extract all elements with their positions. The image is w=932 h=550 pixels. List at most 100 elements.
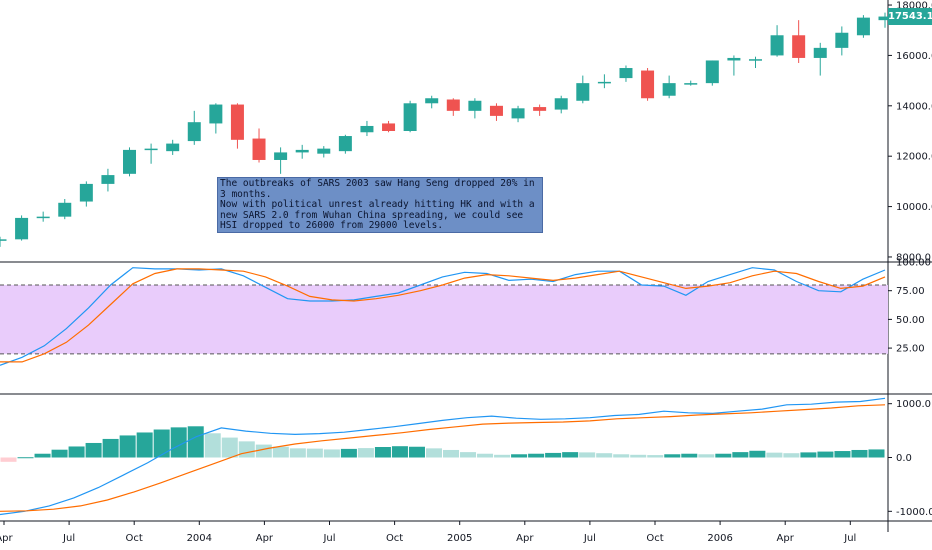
x-tick-label: Oct [386,533,403,544]
candle-body [813,47,827,58]
price-tick-label: 16000.0 [896,51,932,62]
macd-hist-bar [187,426,204,458]
macd-hist-bar [647,455,664,458]
candle-body [295,149,309,153]
candle-body [79,183,93,202]
macd-hist-bar [238,441,255,458]
candle-body [123,149,137,174]
x-tick-label: Jul [62,533,75,544]
macd-hist-bar [766,452,783,458]
candle-body [684,83,698,85]
candle-body [856,17,870,36]
candle-body [468,100,482,111]
candlestick-series [0,12,892,247]
macd-hist-bar [783,453,800,458]
macd-hist-bar [408,446,425,458]
macd-tick-label: 0.0 [896,453,912,464]
macd-hist-bar [0,457,17,462]
x-tick-label: 2004 [187,533,212,544]
stoch-tick-label: 25.00 [896,344,925,355]
macd-hist-bar [511,454,528,458]
macd-hist-bar [562,452,579,458]
candle-body [317,148,331,154]
macd-hist-bar [255,444,272,458]
candle-body [382,123,396,131]
macd-hist-bar [153,429,170,458]
macd-hist-bar [34,453,51,458]
candle-body [209,104,223,124]
macd-histogram [0,426,885,462]
candle-body [403,103,417,131]
stoch-band [0,284,888,355]
candle-body [705,60,719,84]
macd-hist-bar [306,448,323,458]
macd-hist-bar [851,449,868,458]
candle-body [230,104,244,140]
macd-hist-bar [340,448,357,458]
stoch-tick-label: 75.00 [896,286,925,297]
x-tick-label: 2005 [447,533,472,544]
macd-tick-label: -1000.0 [896,507,932,518]
candle-body [554,98,568,110]
macd-hist-bar [17,457,34,459]
macd-hist-bar [715,453,732,458]
candle-body [425,98,439,104]
time-x-axis: Apr Jul Oct 2004 Apr Jul Oct 2005 Apr Jul Oct 2006 A… [0,521,856,544]
last-price-label: 17543.1 [888,8,932,25]
macd-hist-bar [272,446,289,458]
macd-hist-bar [477,453,494,458]
x-tick-label: Jul [583,533,596,544]
candle-body [360,125,374,133]
candle-body [0,239,7,241]
candle-body [15,217,29,240]
price-tick-label: 8000.0 [896,252,931,263]
candle-body [101,175,115,184]
macd-hist-bar [425,448,442,458]
x-tick-label: Apr [516,533,534,544]
macd-line-1 [0,404,886,512]
macd-hist-bar [289,448,306,458]
x-tick-label: Apr [777,533,795,544]
candle-body [576,83,590,101]
candle-body [252,138,266,160]
annotation-note[interactable]: The outbreaks of SARS 2003 saw Hang Seng… [217,177,543,233]
macd-hist-bar [834,451,851,458]
macd-hist-bar [357,448,374,458]
stoch-tick-label: 100.00 [896,258,931,269]
candle-body [446,99,460,111]
macd-hist-bar [221,437,238,458]
candle-body [36,216,50,219]
macd-hist-bar [102,438,119,458]
price-tick-label: 12000.0 [896,152,932,163]
macd-hist-bar [170,427,187,458]
x-tick-label: Oct [126,533,143,544]
macd-hist-bar [204,433,221,458]
candle-body [511,108,525,119]
candle-body [58,202,72,217]
candle-body [533,107,547,111]
macd-lines [0,397,886,516]
stoch-band-fill [0,284,888,354]
candle-body [727,57,741,61]
macd-hist-bar [374,447,391,458]
x-tick-label: 2006 [707,533,732,544]
stoch-y-axis: 25.00 50.00 75.00 100.00 [888,258,931,355]
macd-hist-bar [119,435,136,458]
candle-body [878,16,892,21]
macd-hist-bar [749,450,766,458]
candle-body [619,68,633,79]
candle-body [597,81,611,84]
macd-hist-bar [630,454,647,458]
stoch-line-0 [0,267,886,366]
candle-body [489,105,503,116]
macd-hist-bar [545,452,562,458]
macd-hist-bar [528,453,545,458]
candle-body [835,32,849,48]
candle-body [166,143,180,152]
x-tick-label: Apr [0,533,14,544]
x-tick-label: Jul [843,533,856,544]
macd-hist-bar [460,452,477,458]
macd-hist-bar [800,452,817,458]
macd-hist-bar [698,454,715,458]
